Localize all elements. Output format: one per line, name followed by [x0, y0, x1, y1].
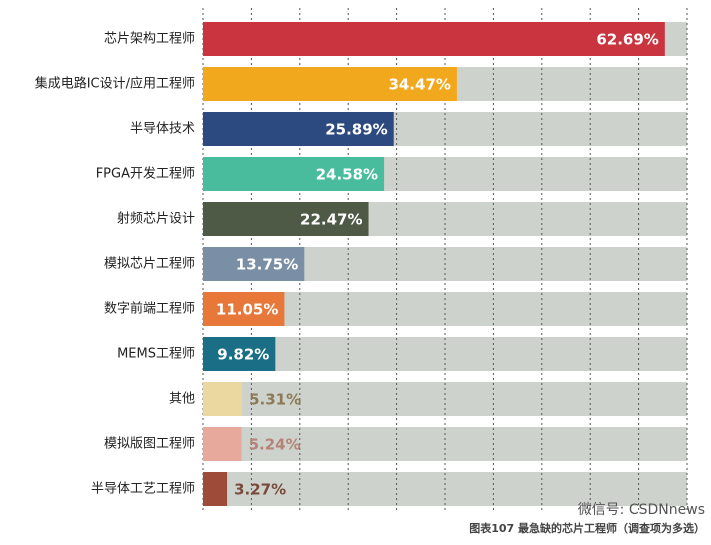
- category-label: MEMS工程师: [117, 347, 195, 362]
- value-label: 24.58%: [316, 166, 378, 184]
- category-label: 射频芯片设计: [117, 211, 195, 227]
- bar: [203, 202, 369, 236]
- bar: [203, 472, 228, 506]
- category-label: 数字前端工程师: [104, 301, 195, 317]
- bar: [203, 292, 285, 326]
- value-label: 62.69%: [596, 31, 658, 49]
- category-label: 集成电路IC设计/应用工程师: [35, 76, 195, 92]
- value-label: 22.47%: [300, 211, 362, 229]
- value-label: 3.27%: [234, 481, 286, 499]
- category-label: 芯片架构工程师: [104, 32, 195, 47]
- bar: [203, 427, 242, 461]
- bar: [203, 22, 665, 56]
- bar: [203, 112, 394, 146]
- bar: [203, 382, 243, 416]
- category-label: 半导体技术: [130, 122, 195, 137]
- bar: [203, 337, 276, 371]
- bar: [203, 247, 305, 281]
- value-label: 25.89%: [325, 121, 387, 139]
- value-label: 5.31%: [249, 391, 301, 409]
- value-label: 5.24%: [249, 436, 301, 454]
- category-label: 模拟版图工程师: [104, 437, 195, 452]
- caption: 图表107 最急缺的芯片工程师（调查项为多选）: [469, 521, 705, 535]
- value-label: 34.47%: [388, 76, 450, 94]
- category-label: 半导体工艺工程师: [91, 482, 195, 497]
- bar: [203, 157, 385, 191]
- value-label: 9.82%: [217, 346, 269, 364]
- watermark: 微信号: CSDNnews: [578, 502, 705, 518]
- value-label: 13.75%: [236, 256, 298, 274]
- value-label: 11.05%: [216, 301, 278, 319]
- bar: [203, 67, 457, 101]
- category-label: FPGA开发工程师: [96, 166, 195, 182]
- category-label: 模拟芯片工程师: [104, 257, 195, 272]
- category-label: 其他: [169, 392, 195, 407]
